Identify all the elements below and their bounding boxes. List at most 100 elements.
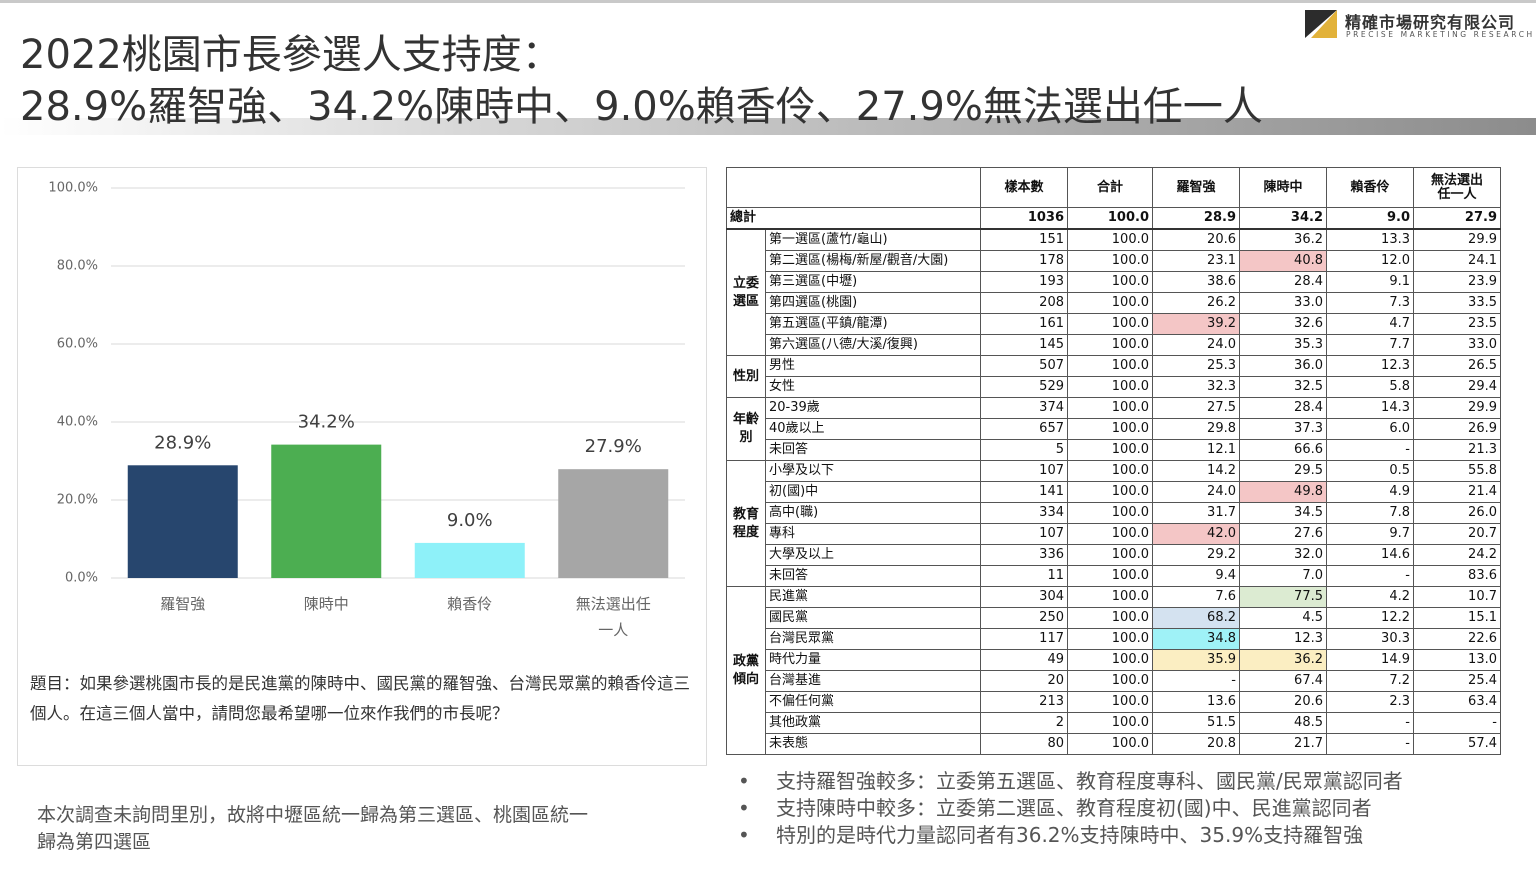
column-header: 樣本數	[980, 167, 1068, 208]
row-label: 民進黨	[765, 586, 981, 608]
cell: 39.2	[1152, 313, 1240, 335]
column-header-text: 合計	[1096, 179, 1123, 195]
cell: 100.0	[1067, 691, 1153, 713]
cell: 51.5	[1152, 712, 1240, 734]
row-label: 台灣民眾黨	[765, 628, 981, 650]
cell: 67.4	[1239, 670, 1327, 692]
cell: 63.4	[1413, 691, 1501, 713]
cell: 100.0	[1067, 228, 1153, 251]
cell: 213	[980, 691, 1068, 713]
table-row: 教育程度 小學及以下 107 100.0 14.2 29.5 0.5 55.8	[726, 460, 1501, 587]
row-label: 第二選區(楊梅/新屋/觀音/大園)	[765, 250, 981, 272]
cell: 57.4	[1413, 733, 1501, 755]
bullet: • 支持陳時中較多：立委第二選區、教育程度初(國)中、民進黨認同者	[738, 792, 1372, 821]
bullet: • 支持羅智強較多：立委第五選區、教育程度專科、國民黨/民眾黨認同者	[738, 765, 1403, 794]
table-row: 40歲以上 657 100.0 29.8 37.3 6.0 26.9	[727, 418, 1501, 440]
logo-name: 精確市場研究有限公司	[1345, 13, 1516, 32]
cell: 193	[980, 271, 1068, 293]
cell: 29.9	[1413, 228, 1501, 251]
cell: 100.0	[1067, 733, 1153, 755]
cell: 29.2	[1152, 544, 1240, 566]
row-label: 台灣基進	[765, 670, 981, 692]
cell: 20.8	[1152, 733, 1240, 755]
column-header: 賴香伶	[1326, 167, 1414, 208]
cell: 55.8	[1413, 460, 1501, 482]
cell: 100.0	[1067, 439, 1153, 461]
cell: 100.0	[1067, 250, 1153, 272]
cell: 14.2	[1152, 460, 1240, 482]
column-header-text: 陳時中	[1263, 179, 1303, 195]
logo-sub: PRECISE MARKETING RESEARCH	[1346, 30, 1535, 39]
row-label: 專科	[765, 523, 981, 545]
corner	[726, 167, 981, 208]
table-row: 台灣民眾黨 117 100.0 34.8 12.3 30.3 22.6	[727, 628, 1501, 650]
y-tick-label: 0.0%	[65, 571, 98, 586]
cell: 178	[980, 250, 1068, 272]
row-label: 時代力量	[765, 649, 981, 671]
cell: 208	[980, 292, 1068, 314]
cell: 6.0	[1326, 418, 1414, 440]
table-row: 大學及以上 336 100.0 29.2 32.0 14.6 24.2	[727, 544, 1501, 566]
cell: 33.0	[1413, 334, 1501, 356]
cell: -	[1326, 565, 1414, 587]
cell: 100.0	[1067, 418, 1153, 440]
cell: 34.5	[1239, 502, 1327, 524]
row-label: 第四選區(桃園)	[765, 292, 981, 314]
group-label-text: 性別	[732, 368, 759, 384]
cell: 117	[980, 628, 1068, 650]
cell: 32.0	[1239, 544, 1327, 566]
cell: 34.8	[1152, 628, 1240, 650]
bar	[271, 444, 382, 578]
row-label: 小學及以下	[765, 460, 981, 482]
cell: 13.3	[1326, 228, 1414, 251]
header-row: 樣本數 合計 羅智強 陳時中 賴香伶 無法選出任一人	[726, 167, 1501, 208]
cell: 10.7	[1413, 586, 1501, 608]
cell: 26.0	[1413, 502, 1501, 524]
row-label: 第五選區(平鎮/龍潭)	[765, 313, 981, 335]
cell: 100.0	[1067, 523, 1153, 545]
total-row: 總計 1036 100.0 28.9 34.2 9.0 27.9	[726, 207, 1501, 230]
cell: 12.3	[1326, 355, 1414, 377]
cell: 25.4	[1413, 670, 1501, 692]
cell: 100.0	[1067, 649, 1153, 671]
cell: 15.1	[1413, 607, 1501, 629]
table-row: 性別 男性 507 100.0 25.3 36.0 12.3 26.5	[726, 355, 1501, 398]
cell: 21.3	[1413, 439, 1501, 461]
group-label: 教育程度	[726, 460, 766, 587]
cell: 32.3	[1152, 376, 1240, 398]
cell: -	[1413, 712, 1501, 734]
table-row: 初(國)中 141 100.0 24.0 49.8 4.9 21.4	[727, 481, 1501, 503]
cell: 28.4	[1239, 271, 1327, 293]
cell: 12.0	[1326, 250, 1414, 272]
cell: 151	[980, 228, 1068, 251]
row-label: 總計	[726, 207, 981, 230]
cell: 49	[980, 649, 1068, 671]
y-tick-label: 60.0%	[57, 337, 98, 352]
cell: 80	[980, 733, 1068, 755]
row-label: 未回答	[765, 565, 981, 587]
cell: 24.2	[1413, 544, 1501, 566]
column-header-text: 羅智強	[1176, 179, 1216, 195]
row-label: 女性	[765, 376, 981, 398]
cell: 33.0	[1239, 292, 1327, 314]
cell: 2	[980, 712, 1068, 734]
cell: 7.7	[1326, 334, 1414, 356]
footnote: 本次調查未詢問里別，故將中壢區統一歸為第三選區、桃園區統一歸為第四選區	[37, 804, 589, 853]
cell: 107	[980, 460, 1068, 482]
value-label: 28.9%	[154, 432, 211, 453]
question: 題目：如果參選桃園市長的是民進黨的陳時中、國民黨的羅智強、台灣民眾黨的賴香伶這三…	[30, 674, 690, 723]
cell: 28.4	[1239, 397, 1327, 419]
cell: 100.0	[1067, 586, 1153, 608]
cell: 38.6	[1152, 271, 1240, 293]
cell: 31.7	[1152, 502, 1240, 524]
y-tick-label: 100.0%	[48, 181, 98, 196]
cell: 100.0	[1067, 313, 1153, 335]
table-row: 國民黨 250 100.0 68.2 4.5 12.2 15.1	[727, 607, 1501, 629]
bar	[414, 542, 525, 578]
cell: 9.4	[1152, 565, 1240, 587]
bullet-text: 支持羅智強較多：立委第五選區、教育程度專科、國民黨/民眾黨認同者	[776, 769, 1403, 793]
cell: 25.3	[1152, 355, 1240, 377]
cell: 11	[980, 565, 1068, 587]
x-tick-label: 賴香伶	[447, 595, 493, 613]
title-band	[0, 118, 1536, 135]
